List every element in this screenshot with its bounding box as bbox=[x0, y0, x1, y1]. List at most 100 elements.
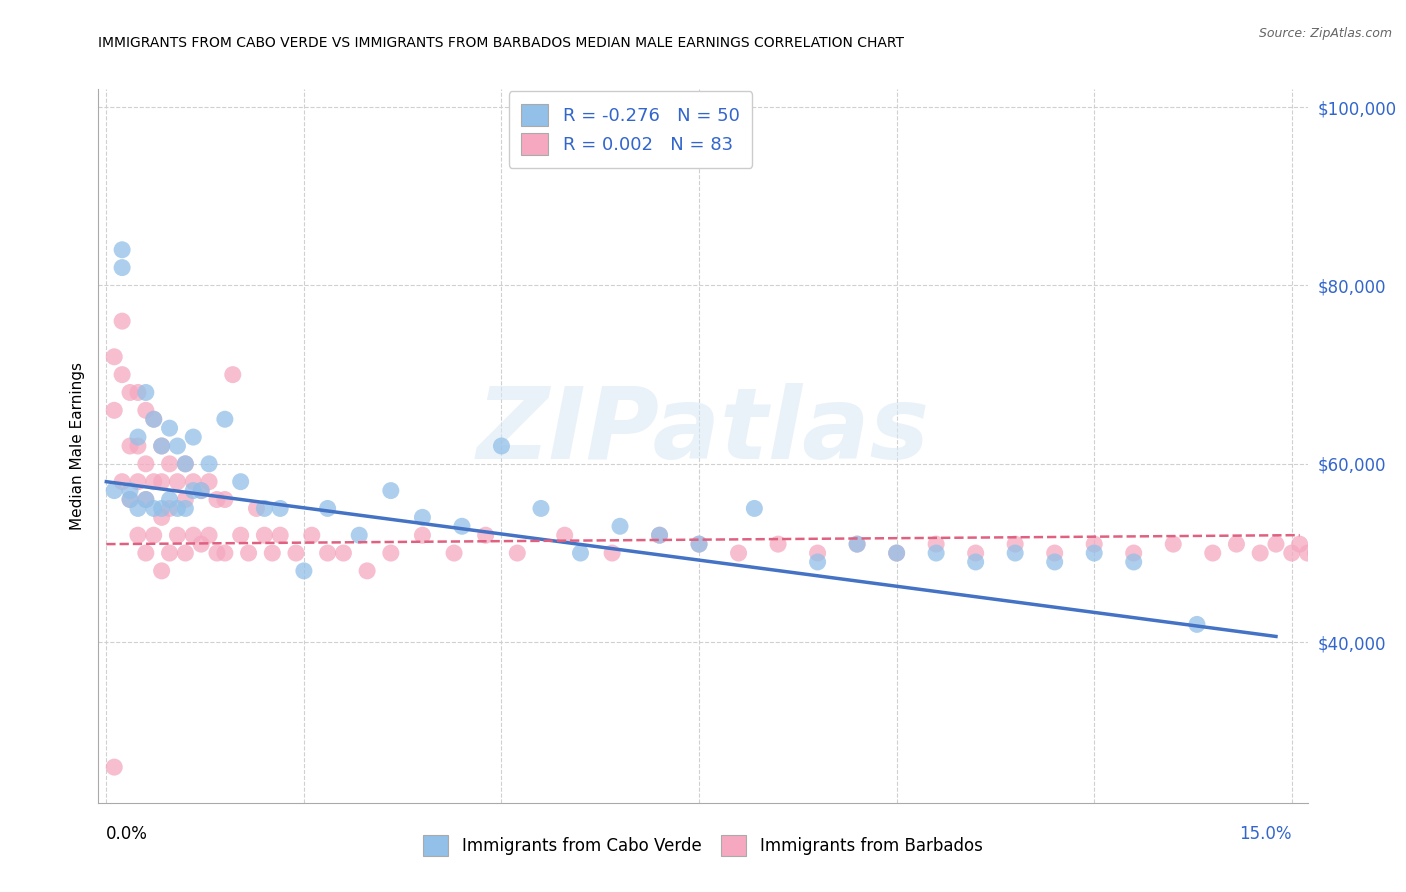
Y-axis label: Median Male Earnings: Median Male Earnings bbox=[69, 362, 84, 530]
Point bbox=[648, 528, 671, 542]
Point bbox=[292, 564, 315, 578]
Point bbox=[174, 546, 197, 560]
Point bbox=[1249, 546, 1271, 560]
Point bbox=[150, 510, 173, 524]
Point bbox=[142, 412, 165, 426]
Point bbox=[554, 528, 576, 542]
Point bbox=[135, 546, 157, 560]
Point bbox=[1083, 546, 1105, 560]
Point bbox=[135, 457, 157, 471]
Point bbox=[103, 483, 125, 498]
Point bbox=[766, 537, 789, 551]
Text: Source: ZipAtlas.com: Source: ZipAtlas.com bbox=[1258, 27, 1392, 40]
Point bbox=[118, 439, 141, 453]
Point bbox=[269, 528, 291, 542]
Text: ZIPatlas: ZIPatlas bbox=[477, 384, 929, 480]
Point bbox=[506, 546, 529, 560]
Point bbox=[245, 501, 267, 516]
Point bbox=[118, 483, 141, 498]
Point bbox=[1202, 546, 1225, 560]
Point bbox=[1265, 537, 1288, 551]
Point bbox=[411, 528, 433, 542]
Point bbox=[181, 528, 204, 542]
Point bbox=[198, 457, 221, 471]
Point bbox=[118, 385, 141, 400]
Point bbox=[103, 350, 125, 364]
Point bbox=[150, 475, 173, 489]
Point bbox=[727, 546, 749, 560]
Point bbox=[1281, 546, 1303, 560]
Point bbox=[174, 457, 197, 471]
Point bbox=[688, 537, 710, 551]
Point bbox=[443, 546, 465, 560]
Point bbox=[807, 546, 830, 560]
Point bbox=[1305, 546, 1327, 560]
Point bbox=[380, 483, 402, 498]
Point bbox=[111, 368, 134, 382]
Point bbox=[451, 519, 474, 533]
Point bbox=[181, 430, 204, 444]
Point bbox=[214, 412, 236, 426]
Point bbox=[846, 537, 869, 551]
Point bbox=[127, 528, 149, 542]
Point bbox=[222, 368, 245, 382]
Point bbox=[205, 492, 228, 507]
Point bbox=[356, 564, 378, 578]
Point bbox=[135, 492, 157, 507]
Point bbox=[229, 475, 252, 489]
Point bbox=[214, 546, 236, 560]
Point bbox=[609, 519, 631, 533]
Point bbox=[159, 501, 181, 516]
Point bbox=[1161, 537, 1184, 551]
Point bbox=[190, 483, 212, 498]
Point bbox=[166, 528, 188, 542]
Point bbox=[159, 421, 181, 435]
Point bbox=[569, 546, 592, 560]
Point bbox=[1083, 537, 1105, 551]
Point bbox=[103, 760, 125, 774]
Point bbox=[846, 537, 869, 551]
Text: 0.0%: 0.0% bbox=[107, 825, 148, 843]
Point bbox=[1296, 546, 1319, 560]
Point bbox=[229, 528, 252, 542]
Point bbox=[103, 403, 125, 417]
Point bbox=[159, 492, 181, 507]
Point bbox=[127, 439, 149, 453]
Point bbox=[142, 501, 165, 516]
Point bbox=[214, 492, 236, 507]
Point bbox=[174, 492, 197, 507]
Point bbox=[807, 555, 830, 569]
Point bbox=[285, 546, 308, 560]
Point bbox=[886, 546, 908, 560]
Point bbox=[142, 475, 165, 489]
Point bbox=[150, 564, 173, 578]
Point bbox=[238, 546, 260, 560]
Point bbox=[198, 475, 221, 489]
Point bbox=[118, 492, 141, 507]
Point bbox=[648, 528, 671, 542]
Point bbox=[1185, 617, 1208, 632]
Point bbox=[600, 546, 623, 560]
Point bbox=[159, 457, 181, 471]
Point bbox=[316, 501, 339, 516]
Point bbox=[127, 501, 149, 516]
Point bbox=[269, 501, 291, 516]
Point bbox=[127, 430, 149, 444]
Point bbox=[166, 439, 188, 453]
Point bbox=[965, 555, 987, 569]
Point bbox=[135, 385, 157, 400]
Point bbox=[965, 546, 987, 560]
Point bbox=[135, 403, 157, 417]
Point bbox=[886, 546, 908, 560]
Point bbox=[111, 475, 134, 489]
Point bbox=[150, 439, 173, 453]
Point bbox=[118, 492, 141, 507]
Point bbox=[347, 528, 370, 542]
Point bbox=[205, 546, 228, 560]
Text: 15.0%: 15.0% bbox=[1239, 825, 1292, 843]
Point bbox=[127, 385, 149, 400]
Point bbox=[174, 501, 197, 516]
Legend: Immigrants from Cabo Verde, Immigrants from Barbados: Immigrants from Cabo Verde, Immigrants f… bbox=[416, 829, 990, 863]
Point bbox=[530, 501, 553, 516]
Point bbox=[301, 528, 323, 542]
